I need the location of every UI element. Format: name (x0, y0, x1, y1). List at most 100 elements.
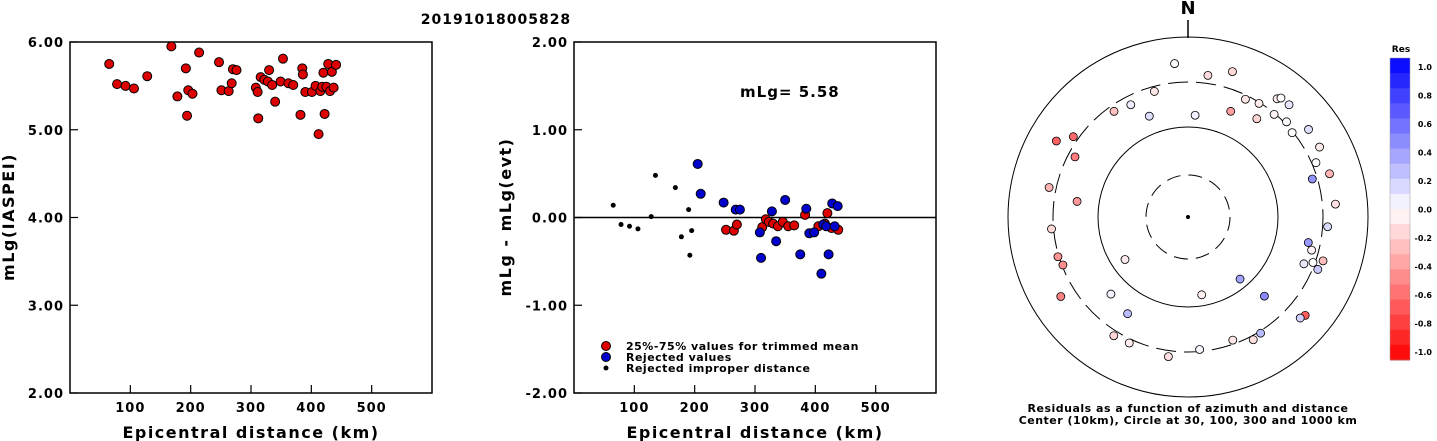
colorbar-label: 0.0 (1418, 206, 1433, 215)
data-point (313, 129, 324, 140)
residual-legend: 25%-75% values for trimmed mean Rejected… (601, 340, 859, 375)
x-tick-label: 500 (357, 401, 387, 416)
legend-marker-improper-distance (603, 365, 609, 371)
data-point (756, 252, 767, 263)
colorbar-frame (1389, 57, 1411, 361)
colorbar-title: Res (1392, 45, 1410, 55)
colorbar-label: -0.6 (1415, 291, 1433, 300)
station-residual-point (1072, 197, 1082, 206)
station-residual-point (1106, 289, 1116, 299)
data-point (821, 221, 832, 232)
data-point (678, 234, 684, 240)
station-residual-point (1299, 259, 1309, 269)
azimuth-panel: N Residuals as a function of azimuth and… (1007, 0, 1369, 427)
data-point (801, 203, 812, 214)
y-tick-label: -1.00 (526, 299, 568, 314)
magnitude-panel: 2.00 3.00 4.00 5.00 6.00 100 200 300 400 500 mLg… (0, 36, 433, 441)
data-point (734, 204, 745, 215)
data-point (695, 188, 706, 199)
colorbar-label: -0.4 (1415, 263, 1433, 272)
data-point (253, 113, 264, 124)
data-point (689, 228, 695, 234)
legend-label-trimmed-mean: 25%-75% values for trimmed mean (626, 340, 859, 353)
data-point (635, 226, 641, 232)
station-residual-point (1109, 106, 1119, 116)
data-point (180, 63, 191, 74)
station-residual-point (1126, 100, 1136, 110)
legend-label-improper-distance: Rejected improper distance (626, 362, 810, 375)
station-residual-point (1284, 100, 1294, 110)
event-title: 20191018005828 (421, 12, 571, 28)
data-point (627, 223, 633, 229)
station-residual-point (1307, 245, 1317, 255)
station-residual-point (1331, 199, 1340, 209)
station-residual-point (1235, 274, 1245, 284)
colorbar-cell (1390, 178, 1410, 195)
data-point (618, 222, 624, 228)
data-point (331, 59, 342, 70)
event-magnitude-annotation: mLg= 5.58 (740, 83, 840, 101)
data-point (194, 47, 205, 58)
y-tick-label: 6.00 (28, 36, 64, 51)
station-residual-point (1304, 125, 1313, 134)
colorbar-label: 1.0 (1418, 63, 1433, 72)
residual-y-axis-label: mLg - mLg(evt) (496, 138, 515, 297)
station-residual-point (1120, 255, 1130, 264)
data-point (692, 158, 703, 169)
data-point (687, 252, 693, 258)
station-residual-point (1307, 174, 1317, 184)
data-point (610, 202, 616, 208)
station-residual-point (1311, 158, 1321, 168)
colorbar-cell (1390, 344, 1410, 361)
colorbar-cell (1390, 209, 1410, 225)
data-point (214, 57, 225, 68)
x-tick-label: 500 (861, 401, 891, 416)
station-residual-point (1123, 309, 1132, 319)
colorbar-label: 0.2 (1418, 177, 1432, 186)
data-point (731, 219, 742, 230)
ring-1000km (1007, 36, 1369, 398)
station-residual-point (1252, 114, 1262, 124)
station-residual-point (1276, 93, 1286, 103)
colorbar-cell (1390, 254, 1410, 270)
x-tick-label: 100 (115, 401, 145, 416)
residual-panel: -2.00 -1.00 0.00 1.00 2.00 100 200 300 400 500 m… (496, 36, 937, 441)
data-point (816, 268, 827, 279)
colorbar-cell (1390, 88, 1410, 104)
x-tick-label: 200 (176, 401, 206, 416)
data-point (297, 69, 308, 80)
station-residual-point (1056, 292, 1066, 301)
y-tick-label: 1.00 (532, 124, 568, 139)
data-point (104, 58, 115, 69)
data-point (252, 87, 263, 98)
colorbar-cell (1390, 314, 1410, 331)
data-point (264, 65, 275, 76)
x-tick-label: 400 (296, 401, 326, 416)
station-residual-point (1295, 313, 1305, 323)
colorbar-cell (1390, 103, 1410, 119)
station-residual-point (1190, 110, 1200, 120)
data-point (318, 67, 329, 78)
colorbar-cell (1390, 118, 1410, 134)
station-residual-point (1068, 132, 1078, 142)
data-point (795, 249, 806, 260)
data-point (789, 220, 800, 231)
station-residual-point (1195, 345, 1204, 354)
data-point (829, 221, 840, 232)
station-residual-point (1256, 328, 1265, 338)
station-residual-point (1228, 67, 1237, 77)
colorbar-label: -0.2 (1415, 234, 1433, 243)
station-residual-point (1248, 335, 1258, 345)
colorbar-label: 0.8 (1418, 92, 1433, 101)
x-tick-label: 400 (800, 401, 830, 416)
data-point (182, 110, 193, 121)
station-residual-point (1241, 94, 1250, 104)
station-residual-point (1303, 238, 1313, 247)
station-residual-point (1051, 136, 1061, 146)
data-point (686, 207, 692, 213)
azimuth-caption-line1: Residuals as a function of azimuth and d… (1028, 402, 1349, 415)
colorbar-cell (1390, 224, 1410, 240)
data-point (288, 79, 299, 90)
data-point (718, 197, 729, 208)
y-tick-label: 2.00 (532, 36, 568, 51)
